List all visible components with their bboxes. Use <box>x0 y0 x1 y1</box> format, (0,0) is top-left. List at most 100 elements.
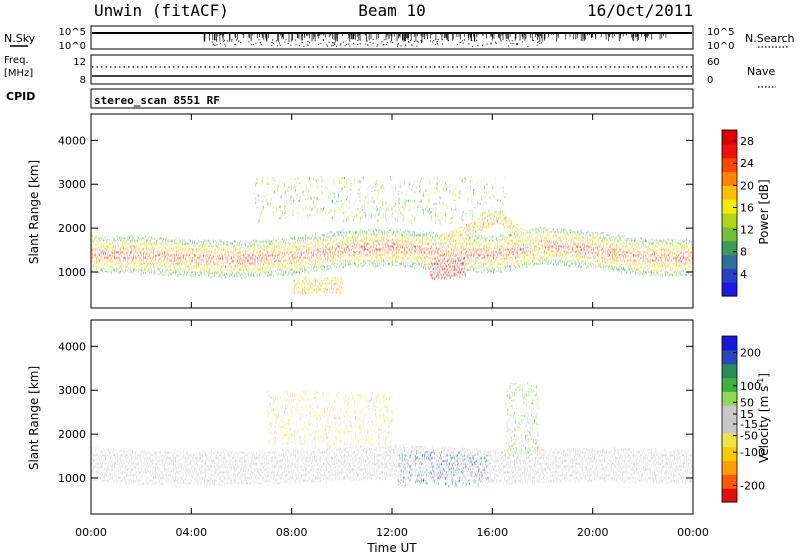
velocity-cell <box>522 391 524 398</box>
noise-search-point <box>275 40 277 42</box>
velocity-cell <box>267 406 269 413</box>
power-cell <box>614 249 617 259</box>
velocity-cell <box>103 448 105 482</box>
velocity-cell <box>339 446 341 480</box>
power-cell <box>442 234 444 248</box>
velocity-cell <box>202 451 204 485</box>
velocity-cell <box>486 457 489 463</box>
cpid-panel-frame <box>90 88 694 109</box>
power-colorbar-tick-label: 20 <box>740 179 754 192</box>
velocity-cell <box>320 435 323 443</box>
power-cell <box>485 217 488 221</box>
power-cell <box>283 253 286 260</box>
velocity-cell <box>554 447 557 484</box>
velocity-cell <box>206 451 209 485</box>
power-cell <box>501 212 503 219</box>
power-cell <box>530 234 532 248</box>
noise-search-point <box>495 41 496 43</box>
power-cell <box>647 253 650 263</box>
velocity-cell <box>270 449 272 486</box>
power-data-layer <box>91 175 693 297</box>
power-cell <box>482 217 484 231</box>
power-cell <box>321 180 323 188</box>
velocity-cell <box>637 450 639 481</box>
power-cell <box>435 269 438 275</box>
noise-search-point <box>255 42 257 44</box>
power-cell <box>444 187 446 192</box>
power-cell <box>331 276 334 282</box>
power-cell <box>267 255 269 262</box>
velocity-cell <box>388 441 391 449</box>
noise-search-point <box>490 43 492 45</box>
cpid-program: stereo_scan 8551 RF <box>94 94 220 107</box>
power-cell <box>199 255 201 263</box>
velocity-cell <box>466 467 469 475</box>
power-cell <box>653 252 656 263</box>
power-cell <box>432 272 435 275</box>
power-cell <box>290 199 292 206</box>
power-cell <box>342 203 345 207</box>
power-cell <box>191 254 194 262</box>
velocity-cell <box>295 442 297 445</box>
power-cell <box>504 216 507 230</box>
velocity-cell <box>306 427 309 433</box>
power-cell <box>341 281 343 285</box>
velocity-cell <box>522 449 524 456</box>
velocity-cell <box>306 442 309 447</box>
power-cell <box>274 177 277 182</box>
velocity-cell <box>574 447 576 484</box>
power-cell <box>310 248 313 259</box>
power-cell <box>438 261 441 265</box>
power-cell <box>551 242 554 252</box>
power-cell <box>215 254 218 262</box>
velocity-cell <box>104 449 107 481</box>
power-cell <box>461 268 463 275</box>
velocity-cell <box>468 480 471 486</box>
power-cell <box>494 250 496 259</box>
power-cell <box>397 198 399 202</box>
power-cell <box>503 194 506 199</box>
power-cell <box>480 215 483 219</box>
velocity-cell <box>433 475 436 481</box>
power-cell <box>311 207 313 214</box>
power-cell <box>214 255 216 262</box>
velocity-cell <box>400 468 402 472</box>
velocity-cell <box>425 469 427 476</box>
velocity-cell <box>316 420 318 427</box>
power-cell <box>462 218 464 223</box>
power-colorbar-segment <box>722 282 737 297</box>
velocity-colorbar-segment <box>722 405 737 420</box>
power-cell <box>306 197 309 201</box>
power-cell <box>454 260 456 264</box>
velocity-cell <box>513 408 516 415</box>
power-cell <box>499 209 501 216</box>
velocity-cell <box>525 395 527 401</box>
power-cell <box>460 260 463 264</box>
velocity-cell <box>442 468 444 475</box>
power-cell <box>331 282 333 288</box>
power-cell <box>449 257 452 261</box>
velocity-cell <box>281 426 284 429</box>
power-cell <box>335 287 337 295</box>
power-cell <box>246 256 248 263</box>
velocity-cell <box>292 442 294 448</box>
velocity-cell <box>146 452 149 485</box>
noise-search-point <box>326 44 328 46</box>
power-cell <box>359 218 362 221</box>
velocity-cell <box>296 408 298 415</box>
velocity-cell <box>372 444 374 481</box>
noise-search-point <box>510 42 512 44</box>
velocity-cell <box>381 392 383 399</box>
velocity-cell <box>273 406 275 411</box>
power-cell <box>393 197 396 201</box>
velocity-cell <box>500 450 502 483</box>
velocity-cell <box>646 447 648 484</box>
power-cell <box>115 251 117 259</box>
velocity-cell <box>533 419 536 425</box>
noise-search-point <box>224 43 226 45</box>
velocity-cell <box>506 423 508 430</box>
velocity-cell <box>399 455 401 461</box>
power-cell <box>389 176 392 183</box>
velocity-cell <box>179 451 182 486</box>
velocity-cell <box>354 417 357 425</box>
